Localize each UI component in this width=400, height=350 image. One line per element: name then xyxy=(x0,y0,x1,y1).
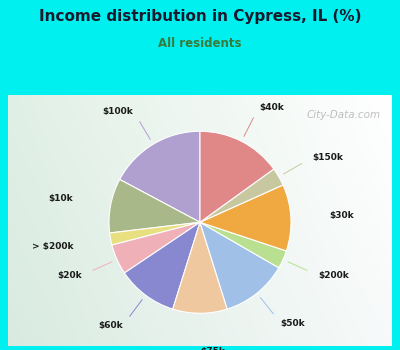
Text: City-Data.com: City-Data.com xyxy=(306,110,380,120)
Wedge shape xyxy=(200,169,283,222)
Wedge shape xyxy=(112,222,200,273)
Text: $10k: $10k xyxy=(48,194,73,203)
Wedge shape xyxy=(200,131,274,222)
Text: $75k: $75k xyxy=(200,347,225,350)
Wedge shape xyxy=(173,222,227,313)
Text: $40k: $40k xyxy=(259,103,284,112)
Text: $30k: $30k xyxy=(329,211,354,220)
Text: $150k: $150k xyxy=(312,153,343,162)
Wedge shape xyxy=(124,222,200,309)
Wedge shape xyxy=(200,185,291,251)
Text: $20k: $20k xyxy=(58,271,82,280)
Text: Income distribution in Cypress, IL (%): Income distribution in Cypress, IL (%) xyxy=(39,9,361,24)
Wedge shape xyxy=(109,180,200,233)
Text: All residents: All residents xyxy=(158,37,242,50)
Text: $200k: $200k xyxy=(318,271,349,280)
Text: > $200k: > $200k xyxy=(32,241,73,251)
Wedge shape xyxy=(200,222,286,268)
Text: $100k: $100k xyxy=(103,107,134,116)
Text: $60k: $60k xyxy=(98,321,123,330)
Wedge shape xyxy=(110,222,200,245)
Wedge shape xyxy=(120,131,200,222)
Text: $50k: $50k xyxy=(281,318,306,328)
Wedge shape xyxy=(200,222,279,309)
